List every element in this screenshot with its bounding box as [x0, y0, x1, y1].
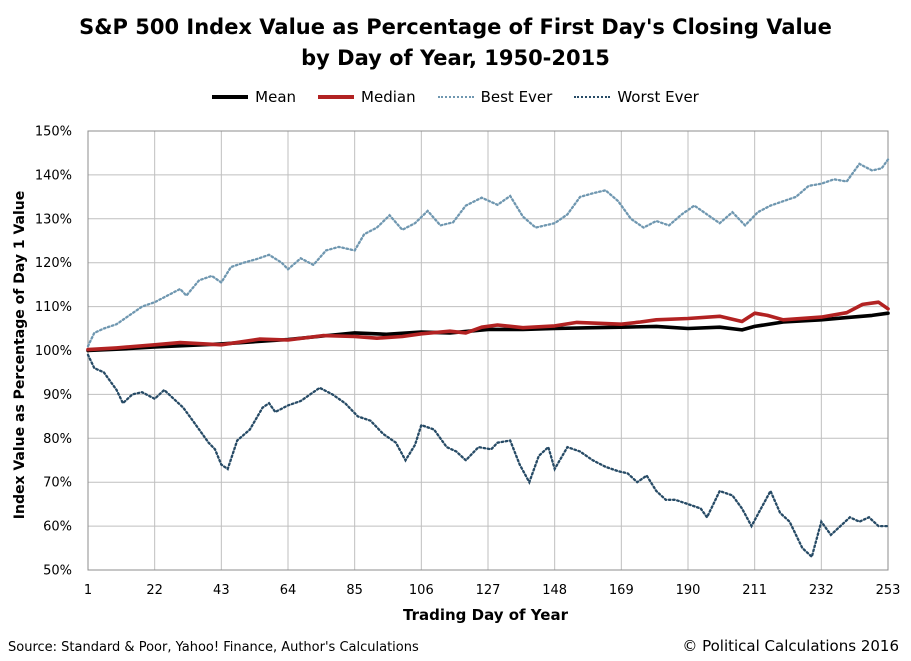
x-tick-label: 169	[609, 583, 634, 598]
chart-title-line1: S&P 500 Index Value as Percentage of Fir…	[79, 15, 832, 39]
x-tick-label: 43	[213, 583, 230, 598]
grid	[87, 130, 889, 571]
source-note: Source: Standard & Poor, Yahoo! Finance,…	[8, 640, 419, 655]
series-best-ever-line	[86, 158, 890, 348]
series-worst-ever-line	[86, 353, 890, 559]
series-lines	[86, 158, 890, 559]
x-tick-label: 64	[280, 583, 297, 598]
x-tick-label: 1	[84, 583, 92, 598]
y-tick-label: 130%	[35, 212, 72, 227]
legend-item-mean: Mean	[212, 88, 296, 106]
y-tick-label: 50%	[43, 564, 72, 579]
legend-swatch	[574, 96, 611, 98]
chart-title-line2: by Day of Year, 1950-2015	[301, 46, 610, 70]
chart-title: S&P 500 Index Value as Percentage of Fir…	[0, 12, 911, 74]
x-tick-label: 232	[809, 583, 834, 598]
x-tick-label: 106	[409, 583, 434, 598]
x-tick-label: 190	[676, 583, 701, 598]
y-axis-label: Index Value as Percentage of Day 1 Value	[12, 190, 28, 520]
x-axis-label: Trading Day of Year	[403, 606, 568, 624]
y-tick-label: 60%	[43, 520, 72, 535]
x-tick-label: 253	[876, 583, 901, 598]
series-median-line	[86, 300, 890, 352]
x-tick-label: 22	[146, 583, 163, 598]
legend-label: Median	[361, 88, 416, 106]
legend-label: Mean	[255, 88, 297, 106]
x-tick-label: 211	[742, 583, 767, 598]
legend-item-median: Median	[318, 88, 416, 106]
y-tick-label: 150%	[35, 125, 72, 140]
x-tick-label: 85	[346, 583, 363, 598]
y-tick-label: 110%	[35, 300, 72, 315]
legend-label: Best Ever	[480, 88, 553, 106]
legend-item-best-ever: Best Ever	[437, 88, 553, 106]
y-tick-label: 90%	[43, 388, 72, 403]
copyright-note: © Political Calculations 2016	[682, 637, 899, 655]
legend-swatch	[318, 95, 355, 99]
y-tick-label: 140%	[35, 168, 72, 183]
legend: Mean Median Best Ever Worst Ever	[0, 88, 911, 106]
y-tick-label: 100%	[35, 344, 72, 359]
legend-label: Worst Ever	[617, 88, 699, 106]
y-tick-label: 70%	[43, 476, 72, 491]
y-tick-label: 120%	[35, 256, 72, 271]
legend-item-worst-ever: Worst Ever	[574, 88, 699, 106]
x-tick-label: 148	[542, 583, 567, 598]
x-tick-label: 127	[476, 583, 501, 598]
y-tick-label: 80%	[43, 432, 72, 447]
axes: 50% 60% 70% 80% 90% 100% 110% 120% 130% 140% 150% 1…	[35, 125, 901, 599]
legend-swatch	[212, 95, 249, 99]
legend-swatch	[437, 96, 474, 98]
